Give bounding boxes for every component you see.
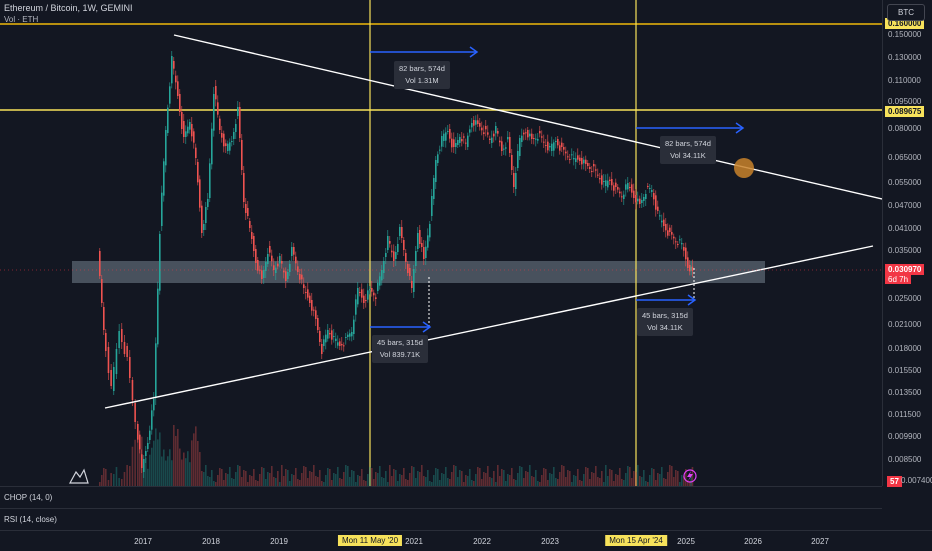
price-tick: 0.021000 xyxy=(888,320,922,329)
year-label: 2025 xyxy=(677,537,695,546)
arrow-2[interactable] xyxy=(636,122,745,134)
current-price-tag: 0.030970 xyxy=(885,264,925,275)
volume-bars xyxy=(99,425,694,486)
date-tag-apr-2024: Mon 15 Apr '24 xyxy=(605,535,667,546)
price-tick: 0.150000 xyxy=(888,30,922,39)
mid-line-price-tag: 0.089675 xyxy=(885,106,925,117)
price-tick: 0.018000 xyxy=(888,344,922,353)
rsi-indicator-pane[interactable]: RSI (14, close) xyxy=(0,508,882,531)
price-tick: 0.008500 xyxy=(888,455,922,464)
year-label: 2019 xyxy=(270,537,288,546)
measure-label-3[interactable]: 45 bars, 315d Vol 839.71K xyxy=(372,335,428,363)
measure-label-4[interactable]: 45 bars, 315d Vol 34.11K xyxy=(637,308,693,336)
chop-value-tag: 57 xyxy=(887,476,902,487)
top-line-price-tag: 0.160000 xyxy=(885,18,925,29)
year-label: 2027 xyxy=(811,537,829,546)
price-tick: 0.110000 xyxy=(888,76,921,85)
volume-label: Vol · ETH xyxy=(4,15,39,24)
price-tick: 0.065000 xyxy=(888,153,922,162)
measure-vol: Vol 1.31M xyxy=(405,76,439,85)
price-tick: 0.095000 xyxy=(888,97,922,106)
price-tick: 0.047000 xyxy=(888,201,922,210)
measure-bars: 45 bars, 315d xyxy=(377,338,423,347)
candlestick-series xyxy=(99,51,694,478)
year-label: 2018 xyxy=(202,537,220,546)
year-label: 2021 xyxy=(405,537,423,546)
measure-bars: 82 bars, 574d xyxy=(399,64,445,73)
price-tick: 0.055000 xyxy=(888,178,922,187)
price-tick: 0.041000 xyxy=(888,224,922,233)
measure-label-2[interactable]: 82 bars, 574d Vol 34.11K xyxy=(660,136,716,164)
price-axis[interactable]: 0.160000 0.150000 0.130000 0.110000 0.09… xyxy=(882,0,932,487)
support-zone[interactable] xyxy=(72,261,765,283)
measure-vol: Vol 34.11K xyxy=(670,151,706,160)
descending-trendline[interactable] xyxy=(173,34,882,200)
price-tick: 0.013500 xyxy=(888,388,922,397)
measure-bars: 82 bars, 574d xyxy=(665,139,711,148)
candle-countdown: 6d 7h xyxy=(885,275,912,284)
year-label: 2022 xyxy=(473,537,491,546)
price-tick: 0.011500 xyxy=(888,410,921,419)
price-chart[interactable] xyxy=(0,0,882,486)
currency-selector[interactable]: BTC xyxy=(887,4,925,21)
chop-indicator-label[interactable]: CHOP (14, 0) xyxy=(4,493,53,502)
rsi-indicator-label[interactable]: RSI (14, close) xyxy=(4,515,57,524)
measure-label-1[interactable]: 82 bars, 574d Vol 1.31M xyxy=(394,61,450,89)
event-icon[interactable] xyxy=(683,469,697,483)
price-tick: 0.130000 xyxy=(888,53,922,62)
price-tick: 0.009900 xyxy=(888,432,922,441)
arrow-4[interactable] xyxy=(636,294,697,306)
year-label: 2017 xyxy=(134,537,152,546)
price-tick: 0.007400 xyxy=(901,476,932,485)
price-tick: 0.025000 xyxy=(888,294,922,303)
price-tick: 0.080000 xyxy=(888,124,922,133)
chop-indicator-pane[interactable]: CHOP (14, 0) xyxy=(0,486,882,509)
arrow-3[interactable] xyxy=(370,321,432,333)
arrow-1[interactable] xyxy=(370,46,479,58)
date-tag-may-2020: Mon 11 May '20 xyxy=(337,535,403,546)
price-tick: 0.015500 xyxy=(888,366,922,375)
time-axis[interactable]: 2017 2018 2019 Mon 11 May '20 2021 2022 … xyxy=(0,530,932,551)
chart-title: Ethereum / Bitcoin, 1W, GEMINI xyxy=(4,3,133,13)
chart-area[interactable]: Ethereum / Bitcoin, 1W, GEMINI Vol · ETH… xyxy=(0,0,882,486)
year-label: 2026 xyxy=(744,537,762,546)
price-tick: 0.035000 xyxy=(888,246,922,255)
measure-bars: 45 bars, 315d xyxy=(642,311,688,320)
tradingview-logo-icon[interactable] xyxy=(68,468,89,484)
ascending-trendline[interactable] xyxy=(104,245,874,409)
year-label: 2023 xyxy=(541,537,559,546)
measure-vol: Vol 839.71K xyxy=(379,350,421,359)
measure-vol: Vol 34.11K xyxy=(647,323,683,332)
target-marker[interactable] xyxy=(734,158,754,178)
